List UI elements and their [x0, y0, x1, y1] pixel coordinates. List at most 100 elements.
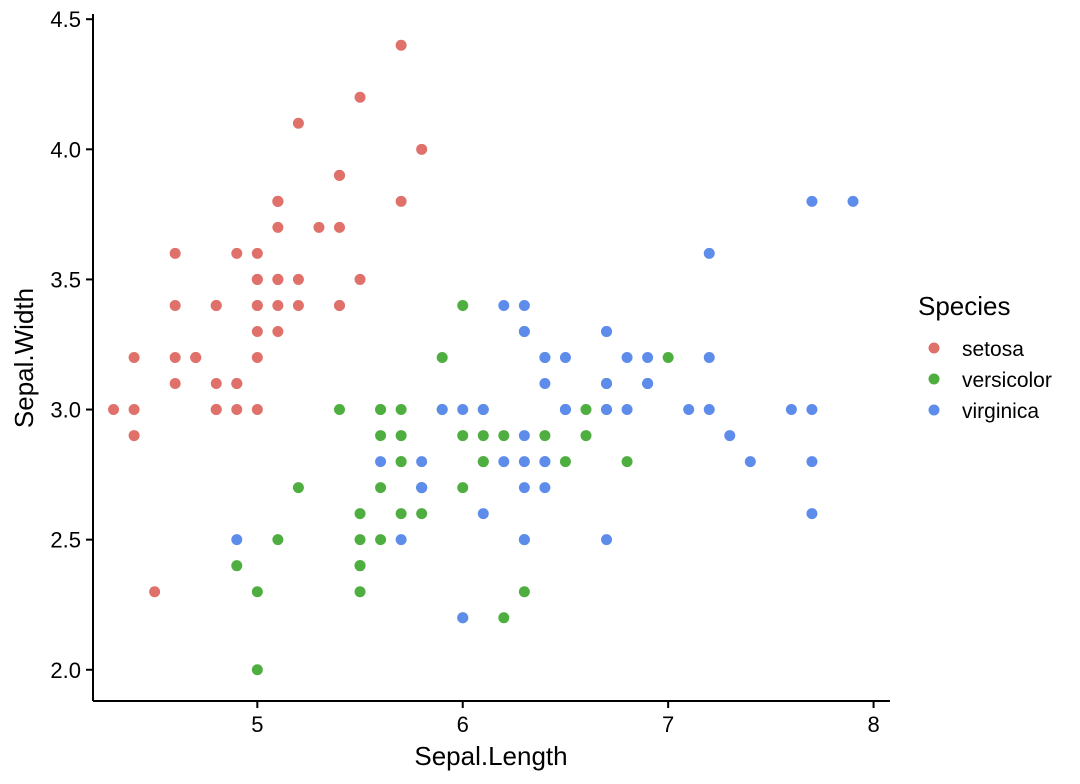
x-tick-label: 7	[662, 712, 674, 737]
point-setosa	[416, 143, 428, 155]
point-setosa	[251, 325, 263, 337]
point-versicolor	[559, 456, 571, 468]
x-tick-label: 8	[867, 712, 879, 737]
legend-label-virginica: virginica	[962, 400, 1039, 423]
point-versicolor	[580, 430, 592, 442]
point-setosa	[231, 378, 243, 390]
point-versicolor	[333, 404, 345, 416]
point-virginica	[436, 404, 448, 416]
point-versicolor	[395, 430, 407, 442]
point-versicolor	[375, 430, 387, 442]
point-virginica	[559, 352, 571, 363]
point-setosa	[333, 221, 345, 233]
point-virginica	[416, 456, 428, 468]
point-virginica	[642, 352, 654, 363]
point-versicolor	[436, 352, 448, 363]
point-virginica	[498, 299, 510, 311]
point-virginica	[375, 456, 387, 468]
point-versicolor	[457, 299, 469, 311]
point-versicolor	[498, 612, 510, 624]
point-versicolor	[292, 482, 304, 494]
point-versicolor	[498, 430, 510, 442]
point-setosa	[292, 273, 304, 285]
legend-label-setosa: setosa	[962, 338, 1024, 361]
point-setosa	[231, 247, 243, 259]
point-virginica	[683, 404, 695, 416]
point-virginica	[518, 325, 530, 337]
point-virginica	[703, 352, 715, 363]
point-virginica	[457, 404, 469, 416]
x-tick-label: 5	[251, 712, 263, 737]
point-virginica	[518, 534, 530, 546]
point-versicolor	[375, 482, 387, 494]
point-setosa	[128, 430, 140, 442]
point-versicolor	[354, 586, 366, 598]
point-versicolor	[395, 508, 407, 520]
legend-key-versicolor	[928, 373, 940, 385]
point-setosa	[251, 352, 263, 363]
point-setosa	[108, 404, 120, 416]
point-setosa	[272, 221, 284, 233]
legend-label-versicolor: versicolor	[962, 369, 1052, 392]
y-tick-label: 3.0	[50, 398, 81, 423]
point-setosa	[169, 352, 181, 363]
point-versicolor	[477, 430, 489, 442]
point-setosa	[292, 117, 304, 129]
point-virginica	[621, 352, 633, 363]
x-tick-label: 6	[457, 712, 469, 737]
point-setosa	[190, 352, 202, 363]
point-virginica	[539, 456, 551, 468]
point-versicolor	[518, 586, 530, 598]
point-versicolor	[416, 508, 428, 520]
x-axis-title: Sepal.Length	[414, 741, 567, 771]
point-virginica	[395, 534, 407, 546]
point-setosa	[272, 299, 284, 311]
point-versicolor	[457, 430, 469, 442]
point-versicolor	[580, 404, 592, 416]
point-setosa	[128, 352, 140, 363]
point-virginica	[806, 456, 818, 468]
point-setosa	[313, 221, 325, 233]
point-virginica	[559, 404, 571, 416]
point-setosa	[169, 247, 181, 259]
point-virginica	[744, 456, 756, 468]
point-virginica	[724, 430, 736, 442]
point-setosa	[210, 378, 222, 390]
point-versicolor	[395, 404, 407, 416]
legend: Species setosa versicolor virginica	[918, 291, 1052, 423]
point-setosa	[272, 325, 284, 337]
point-versicolor	[457, 482, 469, 494]
point-virginica	[477, 404, 489, 416]
point-versicolor	[539, 430, 551, 442]
point-virginica	[806, 195, 818, 207]
point-virginica	[703, 247, 715, 259]
point-virginica	[785, 404, 797, 416]
point-virginica	[518, 482, 530, 494]
point-virginica	[806, 404, 818, 416]
point-setosa	[251, 404, 263, 416]
point-virginica	[601, 404, 613, 416]
point-setosa	[169, 378, 181, 390]
point-versicolor	[272, 534, 284, 546]
legend-title: Species	[918, 291, 1011, 321]
point-virginica	[642, 378, 654, 390]
y-tick-label: 4.5	[50, 7, 81, 32]
point-setosa	[333, 169, 345, 181]
point-versicolor	[354, 534, 366, 546]
y-axis-title: Sepal.Width	[9, 288, 39, 428]
point-virginica	[477, 508, 489, 520]
legend-key-setosa	[928, 342, 940, 354]
point-setosa	[292, 299, 304, 311]
point-setosa	[354, 273, 366, 285]
point-virginica	[539, 482, 551, 494]
point-virginica	[806, 508, 818, 520]
point-versicolor	[375, 404, 387, 416]
point-setosa	[395, 195, 407, 207]
point-versicolor	[354, 560, 366, 572]
point-virginica	[539, 352, 551, 363]
point-versicolor	[621, 456, 633, 468]
point-setosa	[272, 195, 284, 207]
legend-items: setosa versicolor virginica	[928, 338, 1052, 423]
point-virginica	[518, 430, 530, 442]
point-setosa	[251, 247, 263, 259]
